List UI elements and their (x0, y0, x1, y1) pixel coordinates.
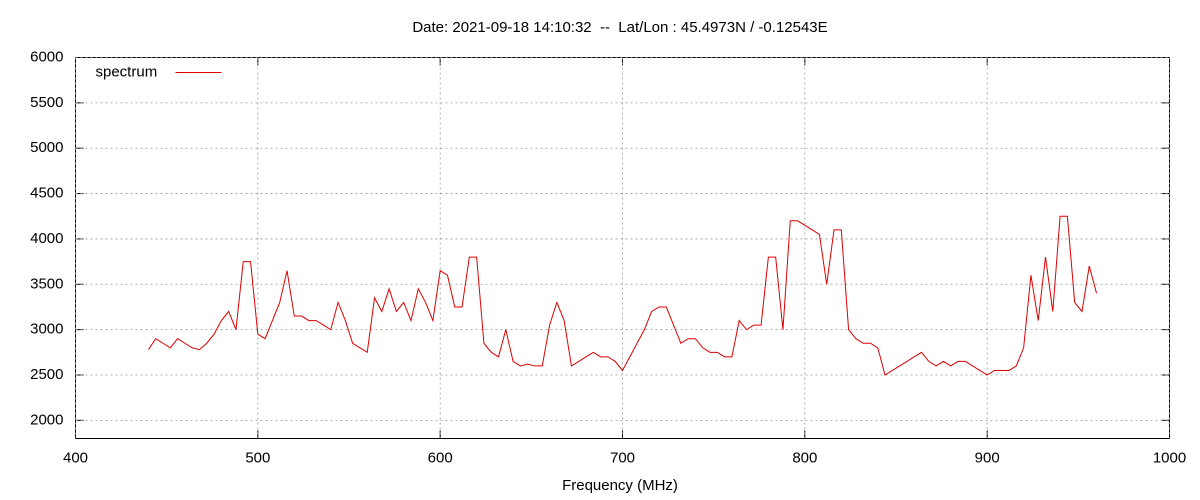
x-tick-label: 700 (610, 449, 635, 466)
x-tick-label: 1000 (1153, 449, 1186, 466)
y-tick-label: 6000 (30, 48, 63, 65)
y-tick-label: 4500 (30, 185, 63, 202)
x-tick-label: 400 (63, 449, 88, 466)
y-tick-label: 4000 (30, 230, 63, 247)
y-tick-label: 3000 (30, 321, 63, 338)
y-tick-label: 2500 (30, 366, 63, 383)
legend-label: spectrum (96, 63, 158, 80)
x-tick-label: 900 (975, 449, 1000, 466)
y-tick-label: 3500 (30, 275, 63, 292)
data-line (148, 215, 1098, 376)
x-tick-label: 500 (245, 449, 270, 466)
y-tick-label: 2000 (30, 411, 63, 428)
x-tick-label: 600 (428, 449, 453, 466)
y-tick-label: 5000 (30, 139, 63, 156)
chart-title: Date: 2021-09-18 14:10:32 -- Lat/Lon : 4… (412, 19, 827, 36)
x-axis-label: Frequency (MHz) (562, 477, 678, 494)
x-tick-label: 800 (792, 449, 817, 466)
y-tick-label: 5500 (30, 94, 63, 111)
